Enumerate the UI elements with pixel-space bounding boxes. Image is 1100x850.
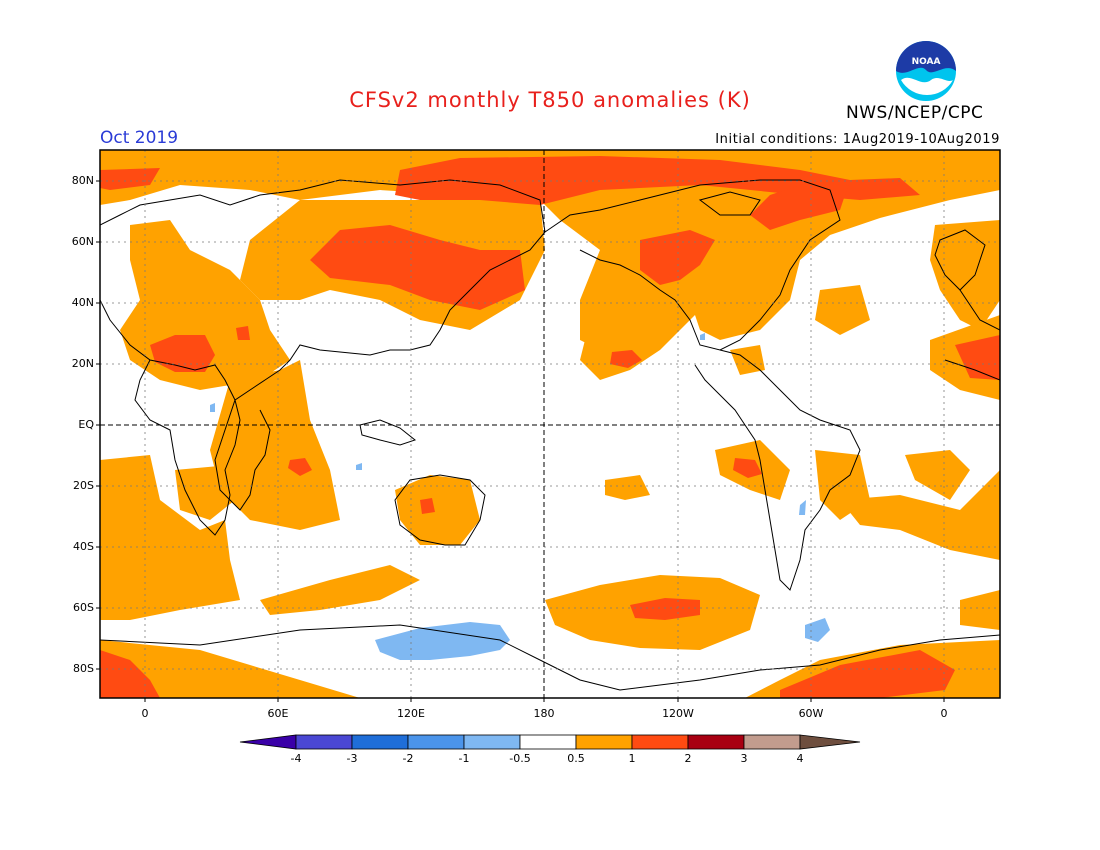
forecast-month: Oct 2019 xyxy=(100,128,179,148)
colorbar-label: 1 xyxy=(628,752,636,765)
lat-label: 60N xyxy=(71,235,94,248)
noaa-logo-text: NOAA xyxy=(912,57,941,67)
coastlines xyxy=(100,179,1000,691)
colorbar-cell xyxy=(575,734,633,750)
lat-label: 20N xyxy=(71,357,94,370)
colorbar-cell-below-min xyxy=(239,734,297,750)
chart-title: CFSv2 monthly T850 anomalies (K) xyxy=(349,88,751,112)
equator-dateline xyxy=(100,150,1000,698)
colorbar-label: -1 xyxy=(458,752,470,765)
lat-label: 20S xyxy=(73,479,94,492)
colorbar-cell xyxy=(463,734,521,750)
colorbar-label: -4 xyxy=(290,752,302,765)
colorbar-cell xyxy=(351,734,409,750)
colorbar-cell-above-max xyxy=(799,734,861,750)
graticule xyxy=(100,150,1000,698)
lon-label: 60W xyxy=(798,707,824,720)
colorbar-cell xyxy=(295,734,353,750)
colorbar-label: 3 xyxy=(740,752,748,765)
lon-label: 120W xyxy=(662,707,694,720)
colorbar-label: -3 xyxy=(346,752,358,765)
initial-conditions: Initial conditions: 1Aug2019-10Aug2019 xyxy=(715,132,1000,147)
noaa-logo: NOAA xyxy=(895,40,957,106)
colorbar-cell xyxy=(407,734,465,750)
lat-label: 60S xyxy=(73,601,94,614)
lon-label: 180 xyxy=(533,707,555,720)
colorbar-cell xyxy=(519,734,577,750)
lon-label: 120E xyxy=(397,707,425,720)
colorbar-label: -0.5 xyxy=(509,752,531,765)
lon-label: 60E xyxy=(267,707,289,720)
colorbar-label: 2 xyxy=(684,752,692,765)
map-body xyxy=(100,150,1000,698)
axis-ticks xyxy=(96,180,945,702)
lon-label: 0 xyxy=(940,707,948,720)
colorbar-cell xyxy=(743,734,801,750)
lat-label: 80N xyxy=(71,174,94,187)
lat-label: 80S xyxy=(73,662,94,675)
agency-label: NWS/NCEP/CPC xyxy=(846,103,984,123)
lon-label: 0 xyxy=(141,707,149,720)
colorbar-label: -2 xyxy=(402,752,414,765)
lat-label: EQ xyxy=(78,418,94,431)
colorbar-cell xyxy=(687,734,745,750)
colorbar xyxy=(239,734,861,750)
lat-label: 40N xyxy=(71,296,94,309)
colorbar-label: 0.5 xyxy=(567,752,585,765)
map-frame xyxy=(99,149,1001,699)
lat-label: 40S xyxy=(73,540,94,553)
colorbar-cell xyxy=(631,734,689,750)
colorbar-label: 4 xyxy=(796,752,804,765)
